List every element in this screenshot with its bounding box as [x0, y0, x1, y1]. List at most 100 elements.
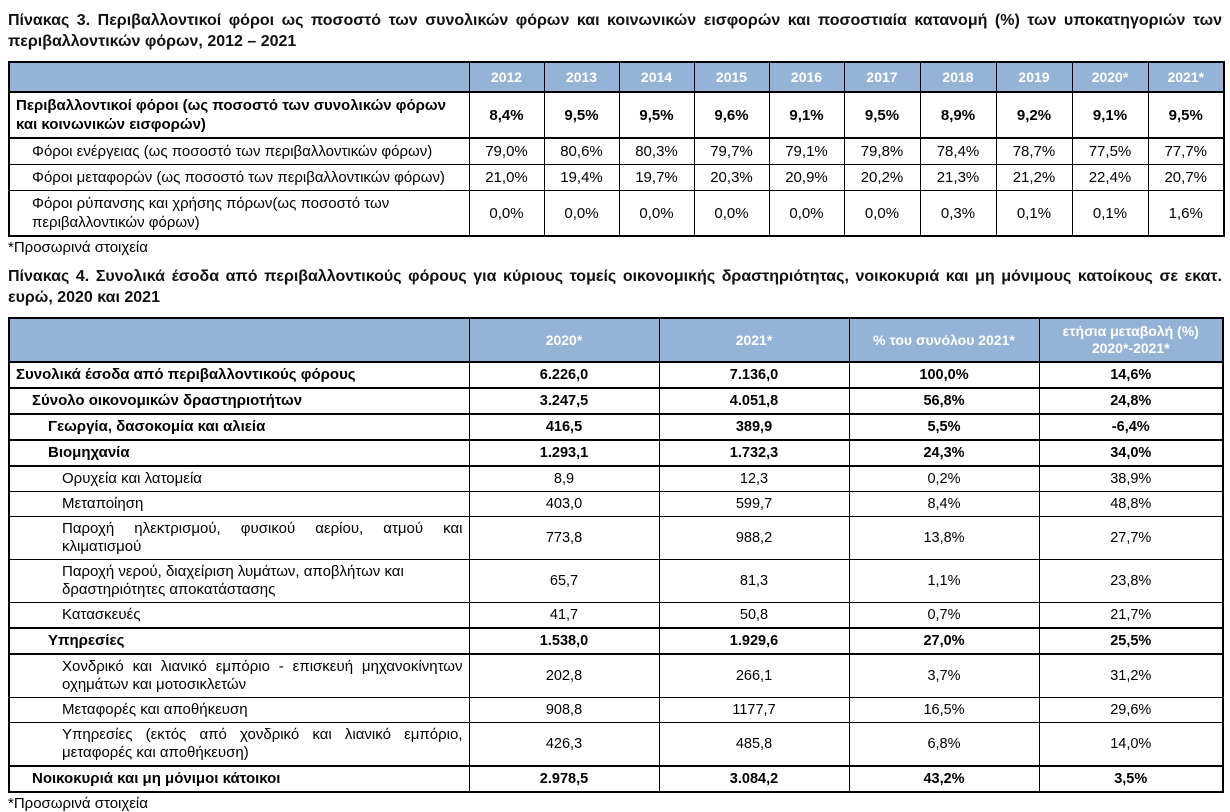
row-label: Γεωργία, δασοκομία και αλιεία	[8, 413, 470, 441]
row-label: Φόροι ρύπανσης και χρήσης πόρων(ως ποσοσ…	[8, 190, 470, 237]
data-cell: 0,0%	[618, 190, 695, 237]
data-cell: 78,4%	[919, 137, 997, 165]
data-cell: 0,3%	[919, 190, 997, 237]
data-cell: 1.929,6	[658, 627, 850, 655]
table-row: Γεωργία, δασοκομία και αλιεία 416,5 389,9 5…	[8, 413, 1224, 441]
data-cell: 3.084,2	[658, 765, 850, 793]
data-cell: 5,5%	[848, 413, 1040, 441]
data-cell: 1.293,1	[468, 439, 660, 467]
data-cell: 8,4%	[848, 491, 1040, 517]
data-cell: 988,2	[658, 516, 850, 560]
data-cell: 19,4%	[543, 164, 620, 191]
data-cell: -6,4%	[1038, 413, 1224, 441]
data-cell: 79,1%	[768, 137, 845, 165]
data-cell: 0,0%	[693, 190, 770, 237]
table-row: Παροχή ηλεκτρισμού, φυσικού αερίου, ατμο…	[8, 516, 1224, 560]
data-cell: 4.051,8	[658, 387, 850, 415]
table-row: Κατασκευές 41,7 50,8 0,7% 21,7%	[8, 602, 1224, 629]
data-cell: 0,0%	[468, 190, 545, 237]
data-cell: 21,2%	[995, 164, 1073, 191]
data-cell: 403,0	[468, 491, 660, 517]
year-header: 2014	[618, 61, 695, 93]
data-cell: 2.978,5	[468, 765, 660, 793]
data-cell: 1,6%	[1147, 190, 1225, 237]
data-cell: 8,9	[468, 465, 660, 492]
data-cell: 0,0%	[768, 190, 845, 237]
row-label: Περιβαλλοντικοί φόροι (ως ποσοστό των συ…	[8, 91, 470, 139]
data-cell: 426,3	[468, 722, 660, 767]
data-cell: 9,5%	[843, 91, 921, 139]
data-cell: 21,0%	[468, 164, 545, 191]
col-header-share-2021: % του συνόλου 2021*	[848, 317, 1040, 363]
data-cell: 65,7	[468, 559, 660, 603]
row-label: Υπηρεσίες	[8, 627, 470, 655]
row-label: Φόροι μεταφορών (ως ποσοστό των περιβαλλ…	[8, 164, 470, 191]
row-label: Παροχή νερού, διαχείριση λυμάτων, αποβλή…	[8, 559, 470, 603]
year-header: 2013	[543, 61, 620, 93]
table4-header-row: 2020* 2021* % του συνόλου 2021* ετήσια μ…	[8, 317, 1224, 363]
data-cell: 25,5%	[1038, 627, 1224, 655]
data-cell: 41,7	[468, 602, 660, 629]
col-header-2021: 2021*	[658, 317, 850, 363]
data-cell: 79,8%	[843, 137, 921, 165]
data-cell: 0,1%	[995, 190, 1073, 237]
data-cell: 389,9	[658, 413, 850, 441]
table-row: Μεταποίηση 403,0 599,7 8,4% 48,8%	[8, 491, 1224, 517]
data-cell: 8,4%	[468, 91, 545, 139]
year-header: 2021*	[1147, 61, 1225, 93]
table-row: Φόροι ενέργειας (ως ποσοστό των περιβαλλ…	[8, 137, 1225, 165]
table-row: Υπηρεσίες 1.538,0 1.929,6 27,0% 25,5%	[8, 627, 1224, 655]
row-label: Μεταποίηση	[8, 491, 470, 517]
corner-header-cell	[8, 61, 470, 93]
data-cell: 27,7%	[1038, 516, 1224, 560]
data-cell: 9,6%	[693, 91, 770, 139]
table-row: Φόροι μεταφορών (ως ποσοστό των περιβαλλ…	[8, 164, 1225, 191]
table-row: Περιβαλλοντικοί φόροι (ως ποσοστό των συ…	[8, 91, 1225, 139]
row-label: Σύνολο οικονομικών δραστηριοτήτων	[8, 387, 470, 415]
table4-title: Πίνακας 4. Συνολικά έσοδα από περιβαλλον…	[8, 268, 1222, 306]
data-cell: 38,9%	[1038, 465, 1224, 492]
row-label: Φόροι ενέργειας (ως ποσοστό των περιβαλλ…	[8, 137, 470, 165]
data-cell: 20,3%	[693, 164, 770, 191]
col-header-annual-change: ετήσια μεταβολή (%) 2020*-2021*	[1038, 317, 1224, 363]
data-cell: 416,5	[468, 413, 660, 441]
data-cell: 12,3	[658, 465, 850, 492]
year-header: 2016	[768, 61, 845, 93]
data-cell: 78,7%	[995, 137, 1073, 165]
table-row: Φόροι ρύπανσης και χρήσης πόρων(ως ποσοσ…	[8, 190, 1225, 237]
data-cell: 56,8%	[848, 387, 1040, 415]
row-label: Νοικοκυριά και μη μόνιμοι κάτοικοι	[8, 765, 470, 793]
data-cell: 1.538,0	[468, 627, 660, 655]
data-cell: 20,2%	[843, 164, 921, 191]
data-cell: 21,7%	[1038, 602, 1224, 629]
data-cell: 9,5%	[1147, 91, 1225, 139]
year-header: 2012	[468, 61, 545, 93]
data-cell: 9,1%	[768, 91, 845, 139]
data-cell: 14,6%	[1038, 361, 1224, 389]
data-cell: 9,5%	[618, 91, 695, 139]
data-cell: 16,5%	[848, 697, 1040, 723]
row-label: Παροχή ηλεκτρισμού, φυσικού αερίου, ατμο…	[8, 516, 470, 560]
data-cell: 8,9%	[919, 91, 997, 139]
table-row: Παροχή νερού, διαχείριση λυμάτων, αποβλή…	[8, 559, 1224, 603]
data-cell: 6,8%	[848, 722, 1040, 767]
year-header: 2018	[919, 61, 997, 93]
data-cell: 0,7%	[848, 602, 1040, 629]
data-cell: 20,7%	[1147, 164, 1225, 191]
table-row: Συνολικά έσοδα από περιβαλλοντικούς φόρο…	[8, 361, 1224, 389]
data-cell: 0,0%	[543, 190, 620, 237]
row-label: Ορυχεία και λατομεία	[8, 465, 470, 492]
data-cell: 79,7%	[693, 137, 770, 165]
data-cell: 3.247,5	[468, 387, 660, 415]
data-cell: 7.136,0	[658, 361, 850, 389]
data-cell: 81,3	[658, 559, 850, 603]
year-header: 2015	[693, 61, 770, 93]
row-label: Βιομηχανία	[8, 439, 470, 467]
data-cell: 266,1	[658, 653, 850, 698]
row-label: Χονδρικό και λιανικό εμπόριο - επισκευή …	[8, 653, 470, 698]
row-label: Συνολικά έσοδα από περιβαλλοντικούς φόρο…	[8, 361, 470, 389]
row-label: Μεταφορές και αποθήκευση	[8, 697, 470, 723]
data-cell: 50,8	[658, 602, 850, 629]
data-cell: 9,5%	[543, 91, 620, 139]
data-cell: 23,8%	[1038, 559, 1224, 603]
